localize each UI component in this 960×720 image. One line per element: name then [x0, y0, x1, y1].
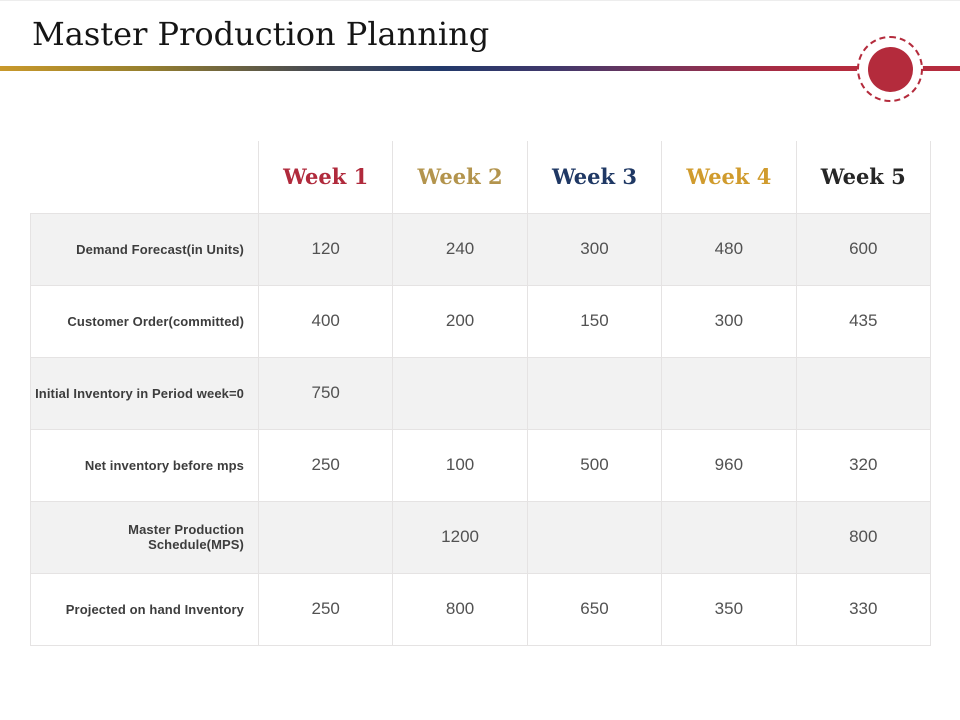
- table-cell: 150: [526, 284, 663, 358]
- table-row: Customer Order(committed) 400 200 150 30…: [30, 284, 931, 358]
- table-cell: 800: [795, 500, 931, 574]
- table-cell: 300: [526, 212, 663, 286]
- table-cell: 800: [392, 572, 528, 646]
- table-row: Master Production Schedule(MPS) 1200 800: [30, 500, 931, 574]
- column-header-week1: Week 1: [257, 141, 394, 214]
- table-header-row: Week 1 Week 2 Week 3 Week 4 Week 5: [30, 141, 931, 214]
- row-label: Projected on hand Inventory: [30, 572, 259, 646]
- gradient-divider: [0, 66, 960, 71]
- table-cell: [392, 356, 528, 430]
- table-cell: [526, 356, 663, 430]
- row-label: Net inventory before mps: [30, 428, 259, 502]
- row-label: Initial Inventory in Period week=0: [30, 356, 259, 430]
- table-cell: 250: [257, 572, 394, 646]
- table-cell: 650: [526, 572, 663, 646]
- table-cell: 750: [257, 356, 394, 430]
- table-cell: 1200: [392, 500, 528, 574]
- column-header-week2: Week 2: [392, 141, 528, 214]
- accent-circle-icon: [867, 46, 913, 92]
- table-cell: 120: [257, 212, 394, 286]
- table-row: Demand Forecast(in Units) 120 240 300 48…: [30, 212, 931, 286]
- column-header-week5: Week 5: [795, 141, 931, 214]
- table-row: Projected on hand Inventory 250 800 650 …: [30, 572, 931, 646]
- table-cell: 960: [661, 428, 797, 502]
- column-header-week4: Week 4: [661, 141, 797, 214]
- table-cell: [257, 500, 394, 574]
- page-title: Master Production Planning: [32, 15, 490, 53]
- table-cell: [795, 356, 931, 430]
- table-cell: 250: [257, 428, 394, 502]
- table-row: Initial Inventory in Period week=0 750: [30, 356, 931, 430]
- table-cell: [526, 500, 663, 574]
- dashed-circle-decoration: [857, 36, 923, 102]
- corner-cell: [30, 141, 259, 214]
- table-cell: 300: [661, 284, 797, 358]
- row-label: Master Production Schedule(MPS): [30, 500, 259, 574]
- table-cell: 240: [392, 212, 528, 286]
- table-cell: 600: [795, 212, 931, 286]
- table-cell: 500: [526, 428, 663, 502]
- table-row: Net inventory before mps 250 100 500 960…: [30, 428, 931, 502]
- table-cell: 330: [795, 572, 931, 646]
- table-cell: 480: [661, 212, 797, 286]
- table-cell: [661, 356, 797, 430]
- table-cell: 320: [795, 428, 931, 502]
- column-header-week3: Week 3: [526, 141, 663, 214]
- table-cell: 435: [795, 284, 931, 358]
- production-planning-table: Week 1 Week 2 Week 3 Week 4 Week 5 Deman…: [30, 141, 931, 646]
- row-label: Demand Forecast(in Units): [30, 212, 259, 286]
- table-cell: 200: [392, 284, 528, 358]
- table-cell: 400: [257, 284, 394, 358]
- table-cell: 100: [392, 428, 528, 502]
- table-cell: [661, 500, 797, 574]
- row-label: Customer Order(committed): [30, 284, 259, 358]
- table-cell: 350: [661, 572, 797, 646]
